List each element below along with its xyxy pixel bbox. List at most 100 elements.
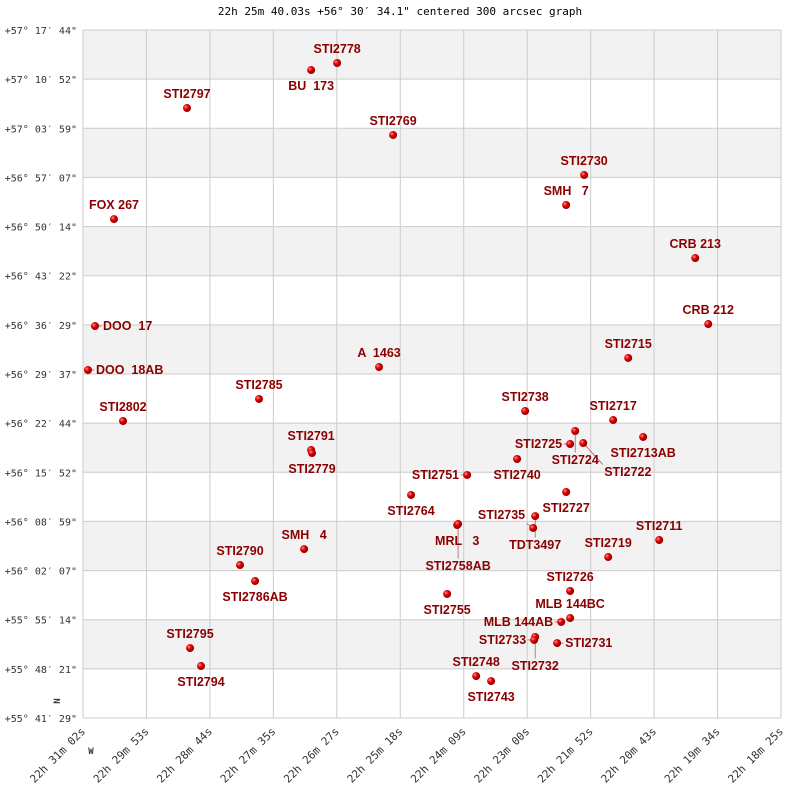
- star-point[interactable]: [236, 561, 245, 570]
- star-point[interactable]: [530, 635, 539, 644]
- star-point[interactable]: [197, 662, 206, 671]
- star-point[interactable]: [529, 523, 538, 532]
- x-tick-label: 22h 23m 00s: [472, 725, 533, 786]
- star-point[interactable]: [609, 416, 618, 425]
- y-tick-label: +57° 17′ 44": [5, 26, 77, 37]
- star-point[interactable]: [389, 130, 398, 139]
- star-point[interactable]: [183, 104, 192, 113]
- star-point[interactable]: [186, 644, 195, 653]
- west-indicator: W: [88, 747, 94, 757]
- star-point[interactable]: [571, 427, 580, 436]
- star-point[interactable]: [83, 366, 92, 375]
- star-label: STI2735: [478, 508, 525, 522]
- star-point[interactable]: [463, 470, 472, 479]
- star-label: MLB 144AB: [484, 615, 553, 629]
- star-point[interactable]: [251, 576, 260, 585]
- star-point[interactable]: [487, 677, 496, 686]
- plot-band: [83, 324, 781, 374]
- plot-band: [83, 423, 781, 473]
- plot-band: [83, 570, 781, 620]
- star-label: SMH 4: [282, 528, 327, 542]
- star-label: STI2755: [423, 603, 470, 617]
- star-label: STI2797: [163, 87, 210, 101]
- x-tick-label: 22h 25m 18s: [345, 725, 406, 786]
- star-label: STI2791: [287, 429, 334, 443]
- star-point[interactable]: [407, 490, 416, 499]
- x-tick-label: 22h 24m 09s: [408, 725, 469, 786]
- y-tick-label: +55° 55′ 14": [5, 616, 77, 627]
- plot-band: [83, 668, 781, 718]
- star-label: STI2769: [369, 114, 416, 128]
- star-label: STI2795: [166, 627, 213, 641]
- star-label: STI2724: [552, 453, 599, 467]
- star-label: STI2732: [512, 659, 559, 673]
- x-tick-label: 22h 28m 44s: [154, 725, 215, 786]
- star-point[interactable]: [639, 432, 648, 441]
- star-label: STI2790: [216, 544, 263, 558]
- plot-band: [83, 374, 781, 424]
- star-label: STI2722: [604, 465, 651, 479]
- plot-band: [83, 79, 781, 129]
- star-point[interactable]: [655, 536, 664, 545]
- plot-band: [83, 226, 781, 276]
- star-point[interactable]: [604, 553, 613, 562]
- y-tick-label: +56° 29′ 37": [5, 370, 77, 381]
- y-tick-label: +55° 48′ 21": [5, 665, 77, 676]
- star-point[interactable]: [562, 201, 571, 210]
- star-label: FOX 267: [89, 198, 139, 212]
- x-tick-label: 22h 21m 52s: [535, 725, 596, 786]
- star-point[interactable]: [308, 449, 317, 458]
- star-label: CRB 213: [670, 237, 721, 251]
- star-label: STI2715: [605, 337, 652, 351]
- star-label: STI2726: [546, 570, 593, 584]
- star-label: STI2711: [636, 519, 683, 533]
- star-point[interactable]: [557, 617, 566, 626]
- star-point[interactable]: [704, 320, 713, 329]
- plot-band: [83, 521, 781, 571]
- star-point[interactable]: [691, 254, 700, 263]
- x-tick-label: 22h 26m 27s: [281, 725, 342, 786]
- y-tick-label: +57° 10′ 52": [5, 75, 77, 86]
- star-label: STI2738: [501, 390, 548, 404]
- star-point[interactable]: [553, 639, 562, 648]
- star-label: DOO 17: [103, 319, 152, 333]
- x-tick-label: 22h 19m 34s: [662, 725, 723, 786]
- star-point[interactable]: [566, 439, 575, 448]
- star-point[interactable]: [513, 455, 522, 464]
- star-point[interactable]: [579, 439, 588, 448]
- star-point[interactable]: [566, 614, 575, 623]
- star-label: STI2778: [313, 42, 360, 56]
- star-label: STI2794: [177, 675, 224, 689]
- star-point[interactable]: [454, 520, 463, 529]
- star-point[interactable]: [580, 170, 589, 179]
- star-point[interactable]: [109, 215, 118, 224]
- star-point[interactable]: [119, 416, 128, 425]
- star-point[interactable]: [566, 587, 575, 596]
- star-label: SMH 7: [544, 184, 589, 198]
- star-point[interactable]: [531, 512, 540, 521]
- star-label: STI2748: [453, 655, 500, 669]
- star-label: STI2740: [493, 468, 540, 482]
- north-indicator: N: [53, 698, 63, 703]
- label-leader-line: [582, 442, 603, 465]
- star-label: MRL 3: [435, 534, 479, 548]
- star-point[interactable]: [562, 488, 571, 497]
- star-label: STI2719: [585, 536, 632, 550]
- plot-band: [83, 128, 781, 178]
- star-label: STI2727: [543, 501, 590, 515]
- star-point[interactable]: [307, 66, 316, 75]
- star-label: STI2779: [288, 462, 335, 476]
- star-point[interactable]: [472, 672, 481, 681]
- star-point[interactable]: [90, 322, 99, 331]
- star-point[interactable]: [443, 589, 452, 598]
- star-point[interactable]: [521, 406, 530, 415]
- star-point[interactable]: [624, 353, 633, 362]
- star-point[interactable]: [255, 394, 264, 403]
- star-point[interactable]: [333, 59, 342, 68]
- star-label: STI2730: [561, 154, 608, 168]
- star-label: STI2743: [467, 690, 514, 704]
- star-point[interactable]: [375, 363, 384, 372]
- x-tick-label: 22h 20m 43s: [599, 725, 660, 786]
- star-point[interactable]: [300, 545, 309, 554]
